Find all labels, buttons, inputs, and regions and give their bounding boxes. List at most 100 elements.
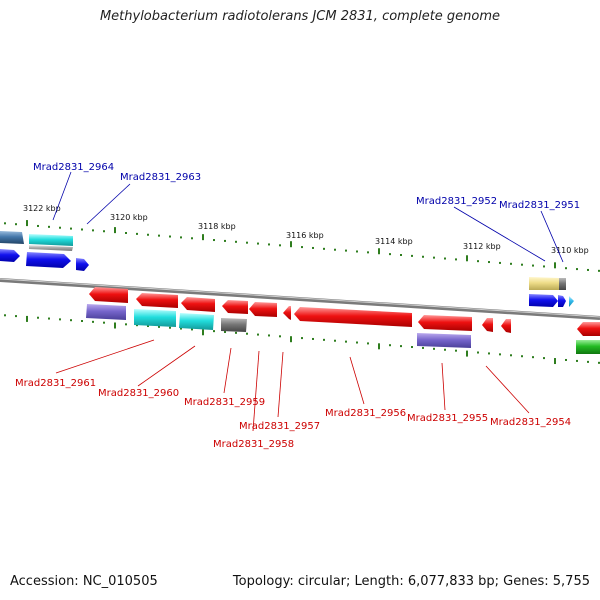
minor-tick (543, 265, 545, 268)
minor-tick (136, 232, 138, 235)
gene-red-5[interactable] (249, 302, 277, 317)
gene-blue-3[interactable] (76, 258, 89, 271)
major-tick (26, 220, 28, 227)
gene-sky-small[interactable] (569, 296, 574, 307)
minor-tick (257, 333, 259, 336)
gene-blue-2[interactable] (26, 252, 71, 268)
gene-grey-1[interactable] (221, 318, 247, 332)
minor-tick (191, 328, 193, 331)
minor-tick (246, 241, 248, 244)
gene-yellow-2952[interactable] (529, 277, 559, 290)
minor-tick (477, 351, 479, 354)
major-tick (202, 329, 204, 336)
minor-tick (598, 269, 600, 272)
minor-tick (191, 237, 193, 240)
lower-strand-genes (86, 287, 600, 354)
minor-tick (92, 229, 94, 232)
minor-tick (103, 321, 105, 324)
minor-tick (279, 335, 281, 338)
minor-tick (455, 258, 457, 261)
lower-tick-track (4, 314, 600, 365)
gene-red-9[interactable] (501, 319, 511, 333)
minor-tick (532, 264, 534, 267)
gene-cyan-2964[interactable] (29, 234, 73, 246)
minor-tick (598, 361, 600, 364)
minor-tick (103, 230, 105, 233)
minor-tick (257, 242, 259, 245)
minor-tick (323, 338, 325, 341)
minor-tick (389, 253, 391, 256)
major-tick (466, 350, 468, 357)
minor-tick (543, 357, 545, 360)
gene-label-2959[interactable]: Mrad2831_2959 (184, 397, 265, 408)
minor-tick (411, 346, 413, 349)
major-tick (290, 336, 292, 343)
major-tick (554, 358, 556, 365)
gene-label-2964[interactable]: Mrad2831_2964 (33, 162, 114, 173)
gene-label-2951[interactable]: Mrad2831_2951 (499, 200, 580, 211)
minor-tick (301, 337, 303, 340)
gene-steel-left[interactable] (0, 231, 24, 244)
gene-cyan-b[interactable] (179, 313, 214, 330)
minor-tick (169, 326, 171, 329)
gene-blue-1[interactable] (0, 249, 20, 262)
gene-green-right[interactable] (576, 340, 600, 354)
gene-label-2960[interactable]: Mrad2831_2960 (98, 388, 179, 399)
minor-tick (59, 226, 61, 229)
gene-silver-2963[interactable] (29, 245, 73, 251)
minor-tick (4, 314, 6, 317)
minor-tick (422, 346, 424, 349)
gene-cyan-a[interactable] (134, 309, 176, 327)
minor-tick (521, 263, 523, 266)
minor-tick (565, 267, 567, 270)
scale-label-3122: 3122 kbp (23, 204, 61, 213)
gene-red-7[interactable] (418, 315, 472, 331)
gene-label-2958[interactable]: Mrad2831_2958 (213, 439, 294, 450)
gene-blue-small[interactable] (558, 295, 566, 307)
minor-tick (477, 260, 479, 263)
minor-tick (367, 342, 369, 345)
minor-tick (180, 327, 182, 330)
scale-label-3110: 3110 kbp (551, 246, 589, 255)
minor-tick (510, 262, 512, 265)
minor-tick (576, 268, 578, 271)
gene-red-right[interactable] (577, 322, 600, 336)
minor-tick (400, 254, 402, 256)
minor-tick (499, 353, 501, 356)
gene-red-2[interactable] (136, 293, 178, 308)
gene-red-4[interactable] (222, 300, 248, 314)
minor-tick (125, 323, 127, 326)
gene-grey-2951[interactable] (559, 278, 566, 290)
minor-tick (587, 360, 589, 363)
gene-lavender-2955[interactable] (417, 333, 471, 348)
genome-backbone (0, 278, 600, 320)
gene-label-2961[interactable]: Mrad2831_2961 (15, 378, 96, 389)
minor-tick (48, 317, 50, 320)
gene-label-2957[interactable]: Mrad2831_2957 (239, 421, 320, 432)
scale-label-3120: 3120 kbp (110, 213, 148, 222)
minor-tick (70, 227, 72, 230)
gene-label-2955[interactable]: Mrad2831_2955 (407, 413, 488, 424)
minor-tick (389, 344, 391, 347)
gene-label-2954[interactable]: Mrad2831_2954 (490, 417, 571, 428)
gene-label-2956[interactable]: Mrad2831_2956 (325, 408, 406, 419)
gene-blue-right[interactable] (529, 294, 558, 307)
minor-tick (70, 319, 72, 322)
gene-red-6[interactable] (283, 306, 291, 320)
gene-red-3[interactable] (181, 297, 215, 312)
gene-label-2952[interactable]: Mrad2831_2952 (416, 196, 497, 207)
gene-red-2956[interactable] (294, 307, 412, 327)
minor-tick (488, 352, 490, 355)
major-tick (554, 262, 556, 269)
gene-red-1[interactable] (89, 287, 128, 303)
major-tick (202, 234, 204, 241)
minor-tick (15, 223, 17, 226)
minor-tick (510, 354, 512, 357)
gene-lavender-1[interactable] (86, 304, 126, 320)
gene-label-2963[interactable]: Mrad2831_2963 (120, 172, 201, 183)
upper-tick-track (4, 220, 600, 272)
minor-tick (356, 250, 358, 253)
gene-red-8[interactable] (482, 318, 493, 332)
minor-tick (422, 255, 424, 258)
minor-tick (521, 355, 523, 358)
